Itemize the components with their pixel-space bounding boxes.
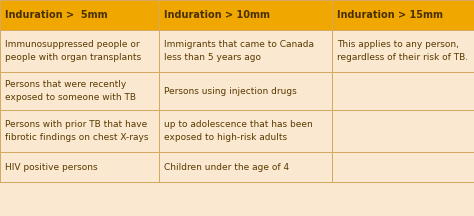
Text: HIV positive persons: HIV positive persons (5, 162, 98, 172)
Text: Persons with prior TB that have
fibrotic findings on chest X-rays: Persons with prior TB that have fibrotic… (5, 121, 148, 141)
Bar (332, 30, 474, 72)
Bar (332, 72, 474, 110)
Bar (0, 72, 159, 110)
Bar (0, 0, 159, 30)
Text: Children under the age of 4: Children under the age of 4 (164, 162, 289, 172)
Bar (159, 110, 332, 152)
Text: Persons that were recently
exposed to someone with TB: Persons that were recently exposed to so… (5, 80, 136, 102)
Text: Induration >  5mm: Induration > 5mm (5, 10, 108, 20)
Bar (0, 30, 159, 72)
Bar (159, 30, 332, 72)
Text: Immigrants that came to Canada
less than 5 years ago: Immigrants that came to Canada less than… (164, 40, 314, 62)
Bar (332, 110, 474, 152)
Bar (159, 0, 332, 30)
Text: This applies to any person,
regardless of their risk of TB.: This applies to any person, regardless o… (337, 40, 468, 62)
Bar (0, 152, 159, 182)
Text: Induration > 15mm: Induration > 15mm (337, 10, 443, 20)
Text: Immunosuppressed people or
people with organ transplants: Immunosuppressed people or people with o… (5, 40, 141, 62)
Bar (159, 152, 332, 182)
Text: Persons using injection drugs: Persons using injection drugs (164, 86, 297, 95)
Bar (0, 110, 159, 152)
Bar (159, 72, 332, 110)
Text: up to adolescence that has been
exposed to high-risk adults: up to adolescence that has been exposed … (164, 121, 312, 141)
Text: Induration > 10mm: Induration > 10mm (164, 10, 270, 20)
Bar (332, 152, 474, 182)
Bar (332, 0, 474, 30)
